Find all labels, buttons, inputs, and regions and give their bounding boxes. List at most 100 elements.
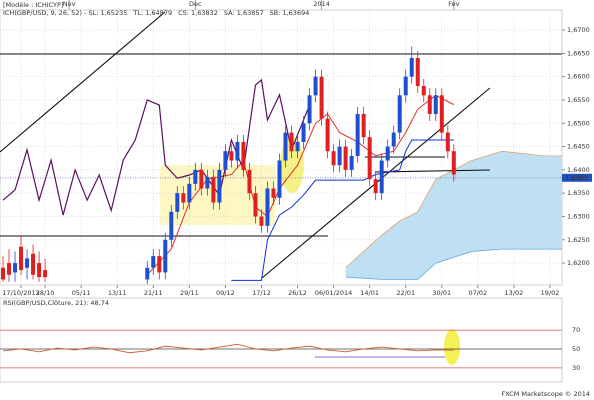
indicator-line bbox=[231, 139, 454, 281]
candle-body bbox=[289, 132, 294, 152]
month-tick-label: Nov bbox=[63, 0, 76, 8]
footer: FXCM Marketscope © 2014 bbox=[501, 390, 590, 398]
cloud bbox=[345, 151, 562, 280]
candle-body bbox=[433, 95, 438, 114]
x-tick-label: 05/11 bbox=[72, 289, 91, 297]
candle-body bbox=[301, 123, 306, 142]
candle-body bbox=[373, 179, 378, 194]
x-tick-label: 30/01 bbox=[432, 289, 451, 297]
last-price-box bbox=[562, 173, 592, 182]
y-tick-label: 1,6350 bbox=[567, 189, 590, 197]
last-price-label: 1,6383 bbox=[565, 174, 588, 182]
rsi-panel bbox=[0, 297, 563, 383]
candle-body bbox=[427, 95, 432, 114]
y-tick-label: 1,6500 bbox=[567, 119, 590, 127]
y-tick-label: 1,6600 bbox=[567, 73, 590, 81]
month-tick-label: 2014 bbox=[313, 0, 330, 8]
legend-entry: CS: 1,63832 bbox=[178, 9, 218, 17]
x-tick-label: 09/12 bbox=[216, 289, 235, 297]
candle-body bbox=[409, 58, 414, 77]
y-tick-label: 1,6300 bbox=[567, 212, 590, 220]
y-tick-label: 1,6450 bbox=[567, 143, 590, 151]
rsi-tick-label: 30 bbox=[572, 364, 580, 372]
candle-body bbox=[25, 258, 30, 268]
candle-body bbox=[145, 267, 150, 280]
candle-body bbox=[439, 95, 444, 133]
candle-body bbox=[235, 141, 240, 161]
candle-body bbox=[295, 141, 300, 152]
y-tick-label: 1,6550 bbox=[567, 96, 590, 104]
candle-body bbox=[253, 193, 258, 217]
rsi-tick-label: 70 bbox=[572, 326, 580, 334]
candle-body bbox=[283, 132, 288, 161]
candle-body bbox=[151, 256, 156, 268]
candle-body bbox=[175, 193, 180, 212]
candle-body bbox=[331, 151, 336, 166]
candle-body bbox=[379, 160, 384, 194]
trend-line bbox=[0, 11, 166, 153]
legend-entry: TL: 1,64879 bbox=[132, 9, 172, 17]
candle-body bbox=[37, 263, 42, 278]
indicator-line bbox=[146, 94, 455, 276]
legend-entry: SA: 1,63857 bbox=[224, 9, 264, 17]
trend-line bbox=[374, 169, 491, 173]
rsi-highlight bbox=[444, 329, 460, 365]
candle-body bbox=[229, 151, 234, 161]
candle-body bbox=[259, 216, 264, 226]
candle-body bbox=[223, 151, 228, 170]
candle-body bbox=[241, 141, 246, 170]
candle-body bbox=[385, 146, 390, 161]
candle-body bbox=[157, 256, 162, 273]
candle-body bbox=[19, 246, 24, 271]
candle-body bbox=[337, 146, 342, 166]
candle-body bbox=[325, 118, 330, 152]
candle-body bbox=[181, 193, 186, 203]
candle-body bbox=[169, 211, 174, 240]
candle-body bbox=[211, 176, 216, 203]
candle-body bbox=[277, 160, 282, 198]
candle-body bbox=[319, 76, 324, 119]
cloud-top bbox=[345, 150, 562, 269]
x-tick-label: 19/02 bbox=[541, 289, 560, 297]
candle-body bbox=[349, 155, 354, 170]
candle-body bbox=[7, 263, 12, 275]
rsi-line bbox=[2, 343, 454, 354]
month-tick-label: Fev bbox=[448, 0, 459, 8]
candle-body bbox=[403, 76, 408, 96]
candle-body bbox=[187, 183, 192, 203]
cloud-bottom bbox=[345, 248, 562, 280]
candle-body bbox=[343, 146, 348, 170]
candle-body bbox=[1, 267, 6, 280]
y-tick-label: 1,6200 bbox=[567, 259, 590, 267]
candle-body bbox=[415, 58, 420, 86]
main-panel bbox=[0, 9, 563, 286]
legend-entry: SB: 1,63694 bbox=[270, 9, 310, 17]
y-tick-label: 1,6250 bbox=[567, 236, 590, 244]
candle-body bbox=[391, 132, 396, 147]
candle-body bbox=[193, 169, 198, 184]
x-tick-label: 14/01 bbox=[360, 289, 379, 297]
y-tick-label: 1,6650 bbox=[567, 49, 590, 57]
y-tick-label: 1,6700 bbox=[567, 26, 590, 34]
x-tick-label: 13/11 bbox=[108, 289, 127, 297]
candle-body bbox=[163, 239, 168, 273]
x-tick-label: 26/12 bbox=[288, 289, 307, 297]
x-tick-label: 06/01/2014 bbox=[315, 289, 352, 297]
x-tick-label: 07/02 bbox=[468, 289, 487, 297]
indicator-line bbox=[2, 78, 311, 216]
candle-body bbox=[361, 113, 366, 138]
rsi-tick-label: 50 bbox=[572, 345, 580, 353]
candle-body bbox=[271, 188, 276, 198]
x-tick-label: 13/02 bbox=[505, 289, 524, 297]
x-tick-label: 29/11 bbox=[180, 289, 199, 297]
candle-body bbox=[247, 169, 252, 194]
x-tick-label: 17/12 bbox=[252, 289, 271, 297]
candle-body bbox=[421, 85, 426, 96]
candle-body bbox=[31, 253, 36, 275]
candle-body bbox=[13, 263, 18, 273]
month-tick-label: Dec bbox=[189, 0, 202, 8]
candle-body bbox=[355, 113, 360, 156]
x-tick-label: 21/11 bbox=[144, 289, 163, 297]
candle-body bbox=[313, 76, 318, 96]
